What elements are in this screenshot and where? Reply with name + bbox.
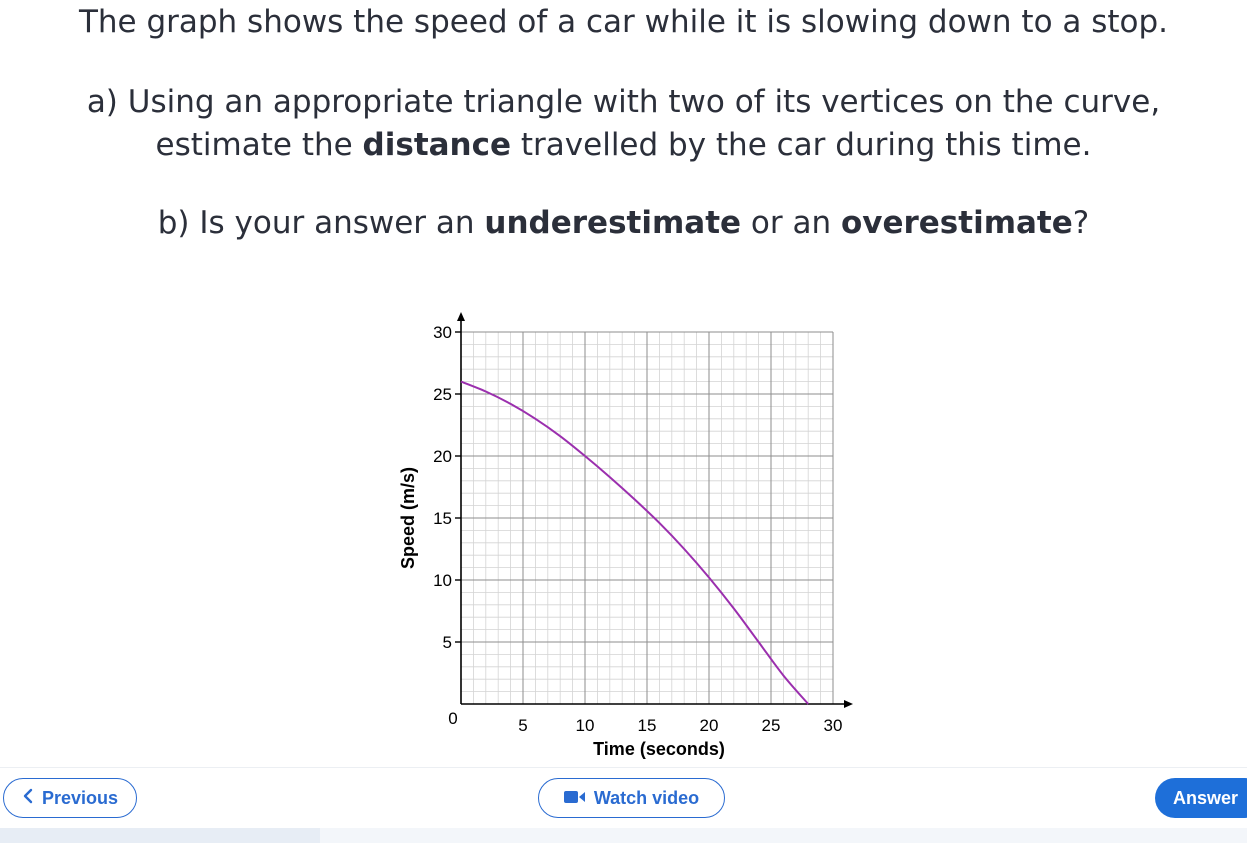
axes	[455, 312, 853, 708]
x-axis-arrow-icon	[844, 700, 853, 708]
question-part-a-line-1: a) Using an appropriate triangle with tw…	[86, 84, 1161, 120]
bold-term-distance: distance	[362, 127, 512, 163]
x-tick-label: 20	[700, 716, 719, 735]
tick-labels: 5 10 15 20 25 30 5 10 15 20 25 30 0	[433, 323, 842, 735]
question-part-a-line-2: estimate the distance travelled by the c…	[0, 127, 1247, 163]
question-part-b: b) Is your answer an underestimate or an…	[0, 205, 1247, 241]
previous-label: Previous	[41, 787, 119, 808]
curve-layer	[460, 380, 809, 705]
footer-divider	[0, 767, 1247, 768]
x-tick-label: 10	[576, 716, 595, 735]
y-axis-arrow-icon	[457, 312, 465, 321]
text-span: ?	[1072, 205, 1090, 241]
y-tick-label: 30	[433, 323, 452, 342]
text-span: or an	[741, 205, 841, 241]
answer-button[interactable]: Answer	[1155, 778, 1247, 818]
footer-strip	[0, 828, 1247, 843]
x-tick-label: 30	[824, 716, 843, 735]
y-tick-label: 10	[433, 571, 452, 590]
y-tick-label: 25	[433, 385, 452, 404]
chevron-left-icon	[22, 788, 34, 809]
speed-curve	[460, 380, 809, 705]
y-tick-label: 15	[433, 509, 452, 528]
bold-term-overestimate: overestimate	[840, 205, 1073, 241]
question-line-1: The graph shows the speed of a car while…	[78, 4, 1169, 40]
watch-video-button[interactable]: Watch video	[538, 778, 725, 818]
y-tick-label: 5	[443, 633, 452, 652]
x-tick-label: 15	[638, 716, 657, 735]
bold-term-underestimate: underestimate	[484, 205, 742, 241]
x-tick-label: 25	[762, 716, 781, 735]
text-span: estimate the	[155, 127, 363, 163]
x-axis-title: Time (seconds)	[593, 739, 725, 759]
video-camera-icon	[563, 788, 586, 809]
previous-button[interactable]: Previous	[3, 778, 137, 818]
y-axis-title: Speed (m/s)	[398, 467, 418, 569]
text-span: travelled by the car during this time.	[511, 127, 1092, 163]
origin-label: 0	[448, 709, 457, 728]
answer-label: Answer	[1173, 787, 1239, 808]
y-tick-label: 20	[433, 447, 452, 466]
speed-time-graph: 5 10 15 20 25 30 5 10 15 20 25 30 0 Time (seconds) S…	[398, 312, 853, 759]
major-grid	[461, 331, 834, 704]
x-tick-label: 5	[518, 716, 527, 735]
watch-video-label: Watch video	[593, 787, 700, 808]
text-span: b) Is your answer an	[157, 205, 485, 241]
